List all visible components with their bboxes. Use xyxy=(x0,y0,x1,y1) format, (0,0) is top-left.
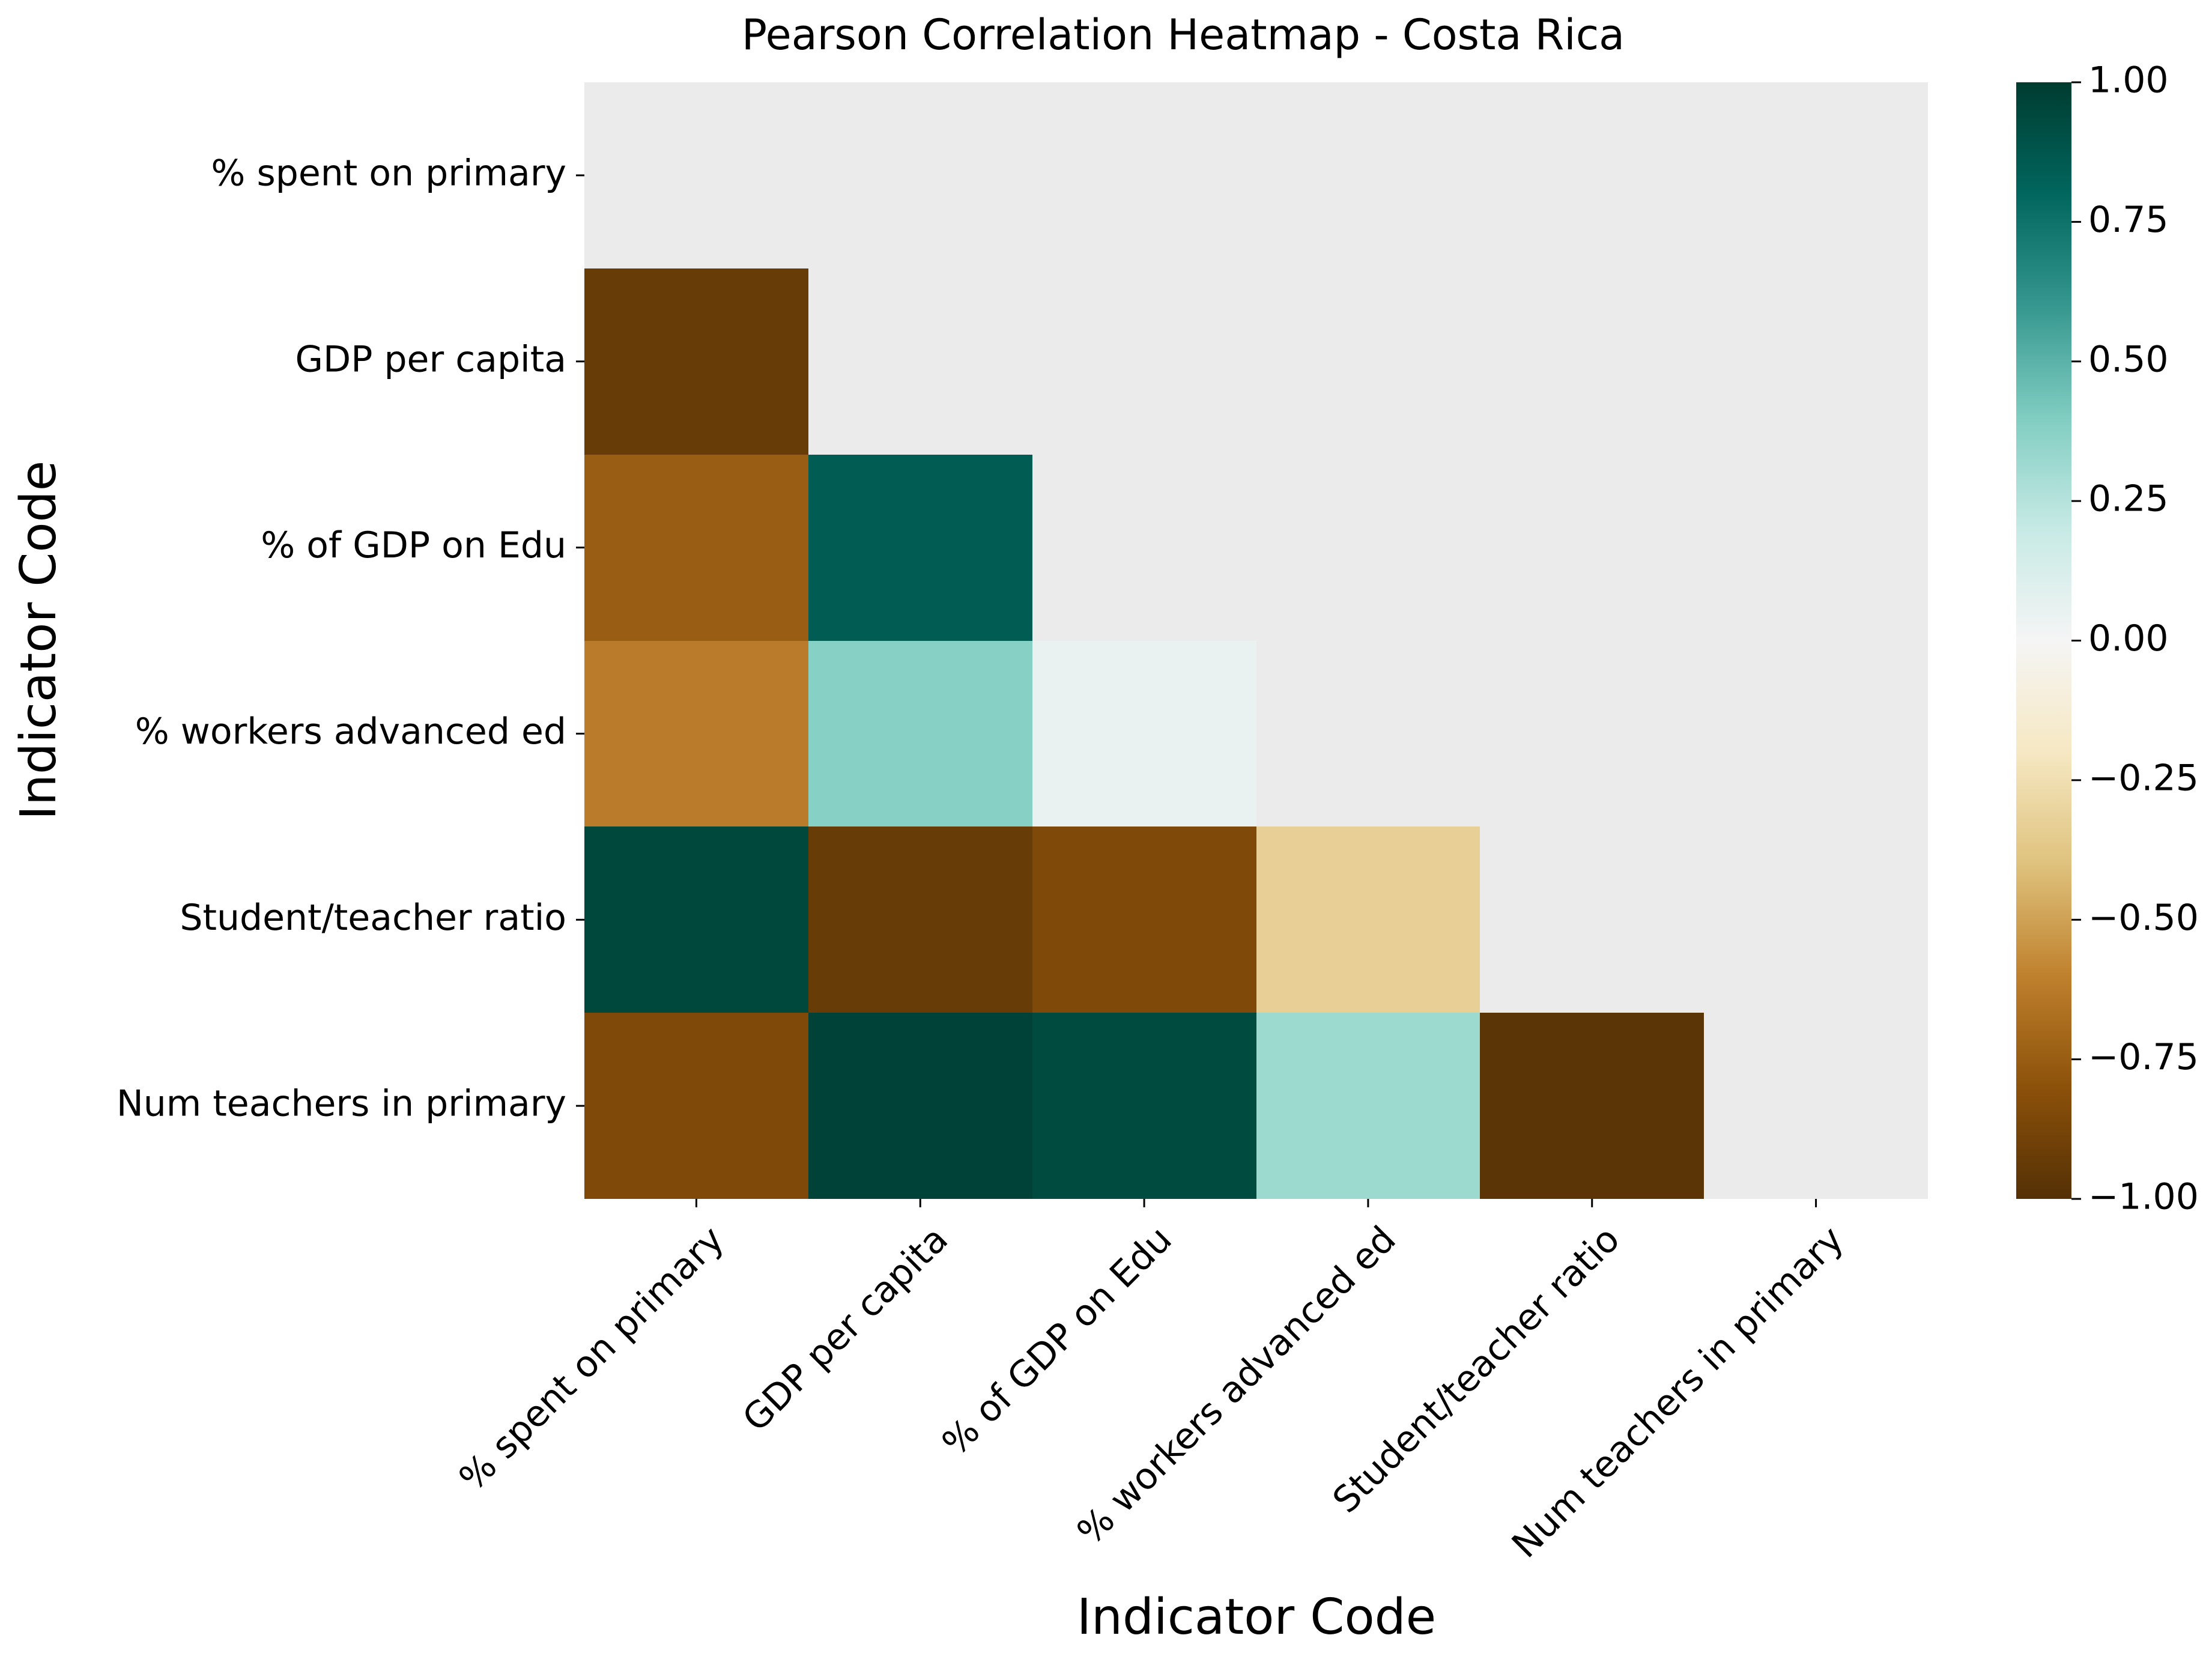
colorbar-ticks: 1.00 0.75 0.50 0.25 0.00 −0.25 −0.50 −0.75 −1.00 xyxy=(2071,59,2199,1218)
colorbar-tick-label: 0.00 xyxy=(2088,617,2169,660)
colorbar-tick-label: 1.00 xyxy=(2088,59,2169,102)
y-tick-label: % workers advanced ed xyxy=(135,711,566,753)
heatmap-cell xyxy=(584,455,808,641)
y-axis-ticks: % spent on primary GDP per capita % of GDP… xyxy=(117,153,584,1125)
x-tick-label: % of GDP on Edu xyxy=(935,1218,1180,1464)
heatmap-cell xyxy=(584,826,808,1013)
y-tick-label: % of GDP on Edu xyxy=(261,524,566,566)
colorbar-tick-label: −0.50 xyxy=(2088,897,2199,939)
y-tick-label: Student/teacher ratio xyxy=(180,897,566,939)
heatmap-cell xyxy=(1032,1013,1256,1199)
heatmap-cell xyxy=(584,268,808,455)
heatmap-cell xyxy=(1032,826,1256,1013)
heatmap-cell xyxy=(808,826,1032,1013)
x-axis-title: Indicator Code xyxy=(1077,1589,1436,1646)
colorbar-tick-label: 0.75 xyxy=(2088,199,2169,241)
x-axis-ticks: % spent on primary GDP per capita% of GDP… xyxy=(451,1199,1852,1566)
colorbar-tick-label: 0.50 xyxy=(2088,338,2169,380)
heatmap-cell xyxy=(808,1013,1032,1199)
heatmap-cell xyxy=(1256,826,1480,1013)
heatmap-cell xyxy=(1032,641,1256,826)
x-tick-label: GDP per capita xyxy=(735,1218,956,1440)
heatmap-cells xyxy=(584,268,1704,1199)
colorbar-tick-label: −0.25 xyxy=(2088,757,2199,799)
heatmap-cell xyxy=(808,641,1032,826)
heatmap-cell xyxy=(808,455,1032,641)
heatmap-cell xyxy=(584,641,808,826)
colorbar-tick-label: −1.00 xyxy=(2088,1176,2199,1218)
x-tick-label: % spent on primary xyxy=(451,1218,732,1499)
colorbar-tick-label: −0.75 xyxy=(2088,1036,2199,1078)
y-tick-label: % spent on primary xyxy=(211,153,566,195)
heatmap-cell xyxy=(584,1013,808,1199)
colorbar xyxy=(2016,82,2071,1199)
y-axis-title: Indicator Code xyxy=(10,461,67,820)
y-tick-label: GDP per capita xyxy=(295,338,567,380)
heatmap-cell xyxy=(1256,1013,1480,1199)
colorbar-tick-label: 0.25 xyxy=(2088,478,2169,520)
heatmap-cell xyxy=(1480,1013,1704,1199)
y-tick-label: Num teachers in primary xyxy=(117,1083,566,1125)
chart-title: Pearson Correlation Heatmap - Costa Rica xyxy=(742,10,1625,59)
